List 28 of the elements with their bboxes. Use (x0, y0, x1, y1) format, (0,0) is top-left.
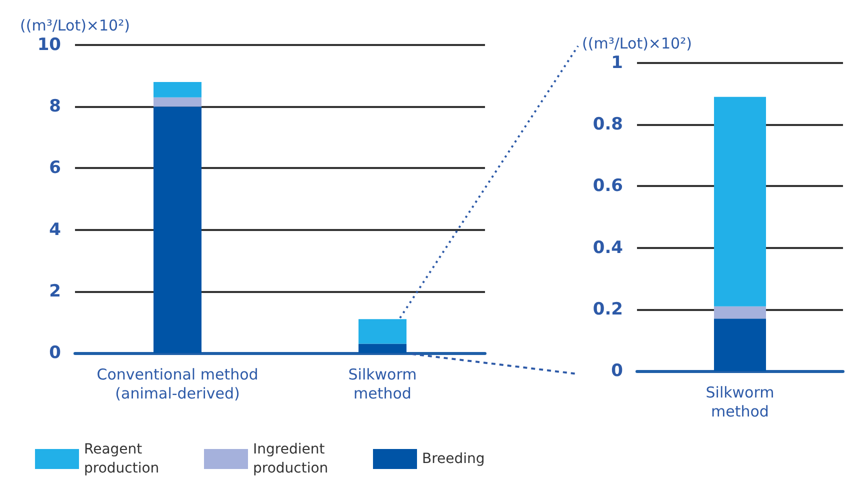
y-tick-label: 4 (49, 220, 62, 240)
x-tick-label: Conventional method (animal-derived) (96, 366, 258, 402)
y-tick-label: 0.2 (592, 299, 623, 320)
x-tick-label: Silkworm method (348, 366, 417, 402)
legend-label: Reagent production (84, 442, 160, 476)
y-tick-label: 0.4 (592, 238, 624, 258)
bar (154, 106, 202, 353)
y-tick-label: 0.8 (592, 114, 623, 135)
bar (154, 82, 202, 98)
bar (358, 344, 406, 353)
y-axis-title: ((m³/Lot)×10²) (582, 34, 692, 52)
y-tick-label: 0 (611, 361, 624, 381)
y-tick-label: 0 (49, 343, 62, 363)
bar (358, 319, 406, 344)
x-tick-label: Silkworm method (706, 384, 774, 420)
bar (154, 97, 202, 107)
bar (714, 96, 766, 306)
legend-label: Breeding (422, 451, 485, 467)
y-tick-label: 0.6 (592, 176, 623, 196)
y-axis-title: ((m³/Lot)×10²) (20, 16, 130, 34)
bar (714, 306, 766, 319)
legend-label: Ingredient production (253, 442, 330, 476)
y-tick-label: 10 (37, 35, 62, 55)
y-tick-label: 1 (611, 53, 623, 73)
y-tick-label: 6 (49, 158, 61, 178)
y-tick-label: 8 (49, 96, 61, 117)
bar (714, 318, 766, 371)
y-tick-label: 2 (49, 281, 61, 302)
